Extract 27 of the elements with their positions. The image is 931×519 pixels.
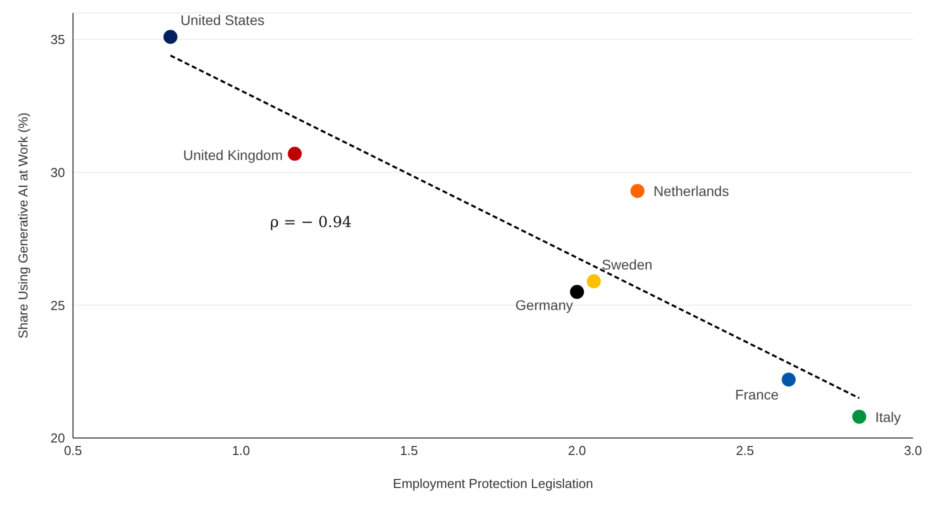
- series-label: Germany: [515, 296, 573, 313]
- x-tick-label: 2.5: [736, 443, 754, 458]
- y-axis-title: Share Using Generative AI at Work (%): [16, 112, 31, 338]
- annotation: ρ = − 0.94: [270, 213, 352, 231]
- y-tick-label: 30: [50, 164, 65, 180]
- series-label: Sweden: [602, 256, 652, 272]
- point: [630, 184, 644, 198]
- x-tick-label: 1.0: [232, 443, 250, 458]
- x-tick-label: 2.0: [568, 443, 586, 458]
- point: [586, 274, 601, 288]
- series-label: France: [735, 386, 779, 403]
- y-tick-label: 25: [50, 298, 65, 313]
- x-tick-label: 1.5: [400, 443, 418, 458]
- x-axis-title: Employment Protection Legislation: [392, 476, 594, 491]
- series-label: United Kingdom: [183, 146, 283, 163]
- point: [852, 410, 866, 424]
- point: [163, 30, 178, 44]
- series-label: Italy: [875, 408, 901, 425]
- point: [288, 146, 302, 161]
- x-tick-label: 0.5: [64, 443, 82, 458]
- point: [570, 284, 584, 299]
- y-tick-label: 20: [50, 430, 65, 446]
- point: [782, 372, 796, 387]
- x-tick-label: 3.0: [904, 443, 922, 458]
- series-label: United States: [180, 12, 265, 28]
- y-tick-label: 35: [50, 32, 65, 48]
- series-label: Netherlands: [653, 182, 729, 199]
